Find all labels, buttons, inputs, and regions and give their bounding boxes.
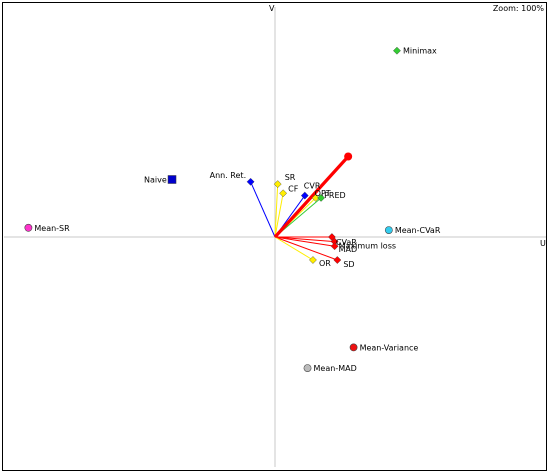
- criterion-label-opt: OPT: [315, 189, 331, 198]
- alternative-label-naive: Naive: [144, 176, 167, 185]
- criterion-label-mad: MAD: [339, 245, 358, 254]
- alternative-point-mean-sr: [24, 223, 33, 232]
- x-axis-label: U: [540, 239, 546, 248]
- decision-axis: [273, 155, 350, 239]
- alternative-label-mean-mad: Mean-MAD: [314, 364, 357, 373]
- criterion-label-maximum-loss: Maximum loss: [339, 242, 396, 251]
- vector-ann-ret: [250, 181, 276, 238]
- criterion-label-ann-ret: Ann. Ret.: [210, 171, 247, 180]
- criterion-label-pred: PRED: [324, 191, 346, 200]
- criterion-point-sr: [273, 180, 282, 188]
- criterion-point-cf: [279, 189, 288, 198]
- alternative-point-mean-cvar: [384, 226, 393, 234]
- vector-cf: [274, 193, 284, 238]
- alternative-point-mean-mad: [303, 364, 312, 372]
- criterion-label-cf: CF: [288, 184, 299, 193]
- criterion-point-mad: [330, 242, 339, 251]
- vector-sd: [274, 236, 338, 261]
- criterion-label-sr: SR: [285, 173, 296, 182]
- criteria-vectors: [250, 155, 350, 261]
- alternative-label-minimax: Minimax: [403, 47, 437, 56]
- data-points: [24, 46, 401, 372]
- alternative-point-mean-variance: [349, 343, 358, 352]
- alternative-label-mean-cvar: Mean-CVaR: [395, 226, 441, 235]
- criterion-point-ann-ret: [246, 177, 255, 186]
- criterion-point-or: [309, 256, 317, 264]
- criterion-label-sd: SD: [343, 260, 354, 269]
- criterion-label-cvar: CVaR: [336, 238, 357, 247]
- criterion-point-cvr: [300, 191, 309, 200]
- decision-axis-head: [344, 152, 353, 161]
- alternative-point-naive: [167, 175, 177, 184]
- criterion-label-cvr: CVR: [304, 182, 321, 191]
- criterion-point-sd: [333, 256, 342, 264]
- vector-mad: [274, 236, 335, 247]
- vector-or: [274, 236, 314, 261]
- alternative-label-mean-variance: Mean-Variance: [360, 343, 419, 352]
- alternative-point-minimax: [393, 46, 401, 55]
- criterion-point-opt: [311, 194, 320, 202]
- zoom-label: Zoom: 100%: [492, 4, 544, 13]
- criterion-label-or: OR: [319, 259, 331, 268]
- criterion-point-pred: [317, 194, 325, 202]
- alternative-label-mean-sr: Mean-SR: [34, 224, 70, 233]
- y-axis-label: V: [269, 4, 275, 13]
- vector-sr: [274, 184, 279, 238]
- vector-maximum-loss: [274, 236, 335, 243]
